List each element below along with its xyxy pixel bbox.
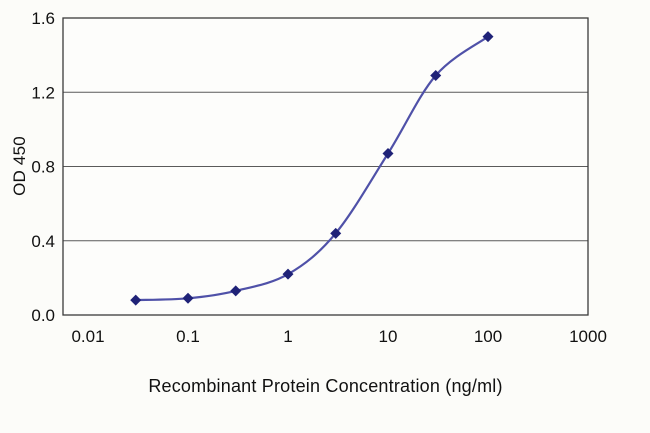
data-point-marker [382,148,394,160]
x-tick-label: 0.01 [71,327,104,346]
series-line [134,35,490,302]
x-tick-label: 1 [283,327,292,346]
y-tick-label: 0.8 [31,158,55,177]
plot-border [62,17,589,316]
data-point-marker [282,268,294,280]
data-point-marker [430,70,442,82]
data-point-marker [330,227,342,239]
y-tick-label: 0.0 [31,306,55,325]
data-point-marker [182,292,194,304]
x-tick-label: 0.1 [176,327,200,346]
y-axis-title: OD 450 [10,136,29,196]
x-tick-label: 100 [474,327,502,346]
x-tick-label: 1000 [569,327,607,346]
x-tick-label: 10 [379,327,398,346]
x-axis-title: Recombinant Protein Concentration (ng/ml… [148,376,503,396]
y-tick-label: 0.4 [31,232,55,251]
data-point-marker [130,294,142,306]
y-tick-label: 1.2 [31,83,55,102]
y-tick-label: 1.6 [31,9,55,28]
data-point-marker [482,31,494,43]
data-point-marker [230,285,242,297]
